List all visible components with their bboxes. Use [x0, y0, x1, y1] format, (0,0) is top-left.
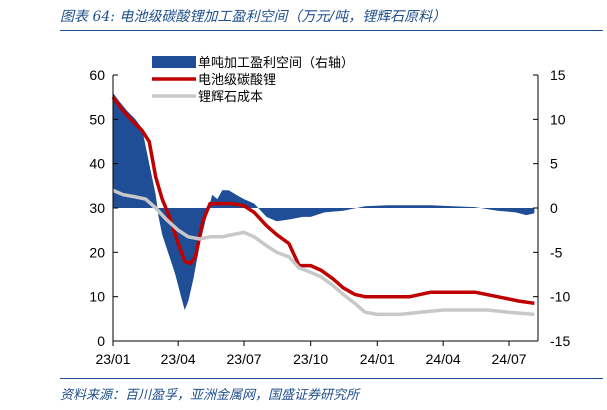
plot-area [111, 92, 535, 317]
right-tick-label: 0 [550, 200, 558, 216]
legend-swatch-margin [152, 56, 196, 68]
left-tick-label: 60 [89, 67, 105, 83]
left-tick-label: 40 [89, 156, 105, 172]
left-tick-label: 10 [89, 289, 105, 305]
source-note: 资料来源：百川盈孚，亚洲金属网，国盛证券研究所 [60, 388, 360, 403]
title-rule [60, 30, 603, 31]
x-tick-label: 24/01 [360, 351, 395, 367]
figure-title: 图表 64: 电池级碳酸锂加工盈利空间（万元/吨，锂辉石原料） [60, 9, 447, 25]
legend-label: 单吨加工盈利空间（右轴） [198, 56, 354, 71]
series-li2co3-line [111, 96, 535, 306]
x-tick-label: 24/07 [492, 351, 527, 367]
right-tick-label: 5 [550, 156, 558, 172]
legend-label: 锂辉石成本 [198, 90, 263, 105]
x-tick-label: 23/04 [161, 351, 196, 367]
right-tick-label: -10 [550, 289, 570, 305]
left-tick-label: 20 [89, 244, 105, 260]
axes: 0 10 20 30 40 50 60 -15 -10 -5 0 5 10 15 23/01 23/04 23/… [89, 67, 570, 367]
x-tick-label: 23/10 [293, 351, 328, 367]
series-spodumene-line [112, 188, 535, 317]
x-tick-label: 24/04 [426, 351, 461, 367]
x-tick-label: 23/07 [227, 351, 262, 367]
right-tick-label: -15 [550, 333, 570, 349]
right-tick-label: 10 [550, 111, 566, 127]
source-rule [60, 378, 603, 379]
x-tick-label: 23/01 [95, 351, 130, 367]
left-tick-label: 0 [97, 333, 105, 349]
right-tick-label: 15 [550, 67, 566, 83]
right-tick-label: -5 [550, 244, 563, 260]
left-tick-label: 50 [89, 111, 105, 127]
left-tick-label: 30 [89, 200, 105, 216]
legend-label: 电池级碳酸锂 [198, 73, 276, 88]
